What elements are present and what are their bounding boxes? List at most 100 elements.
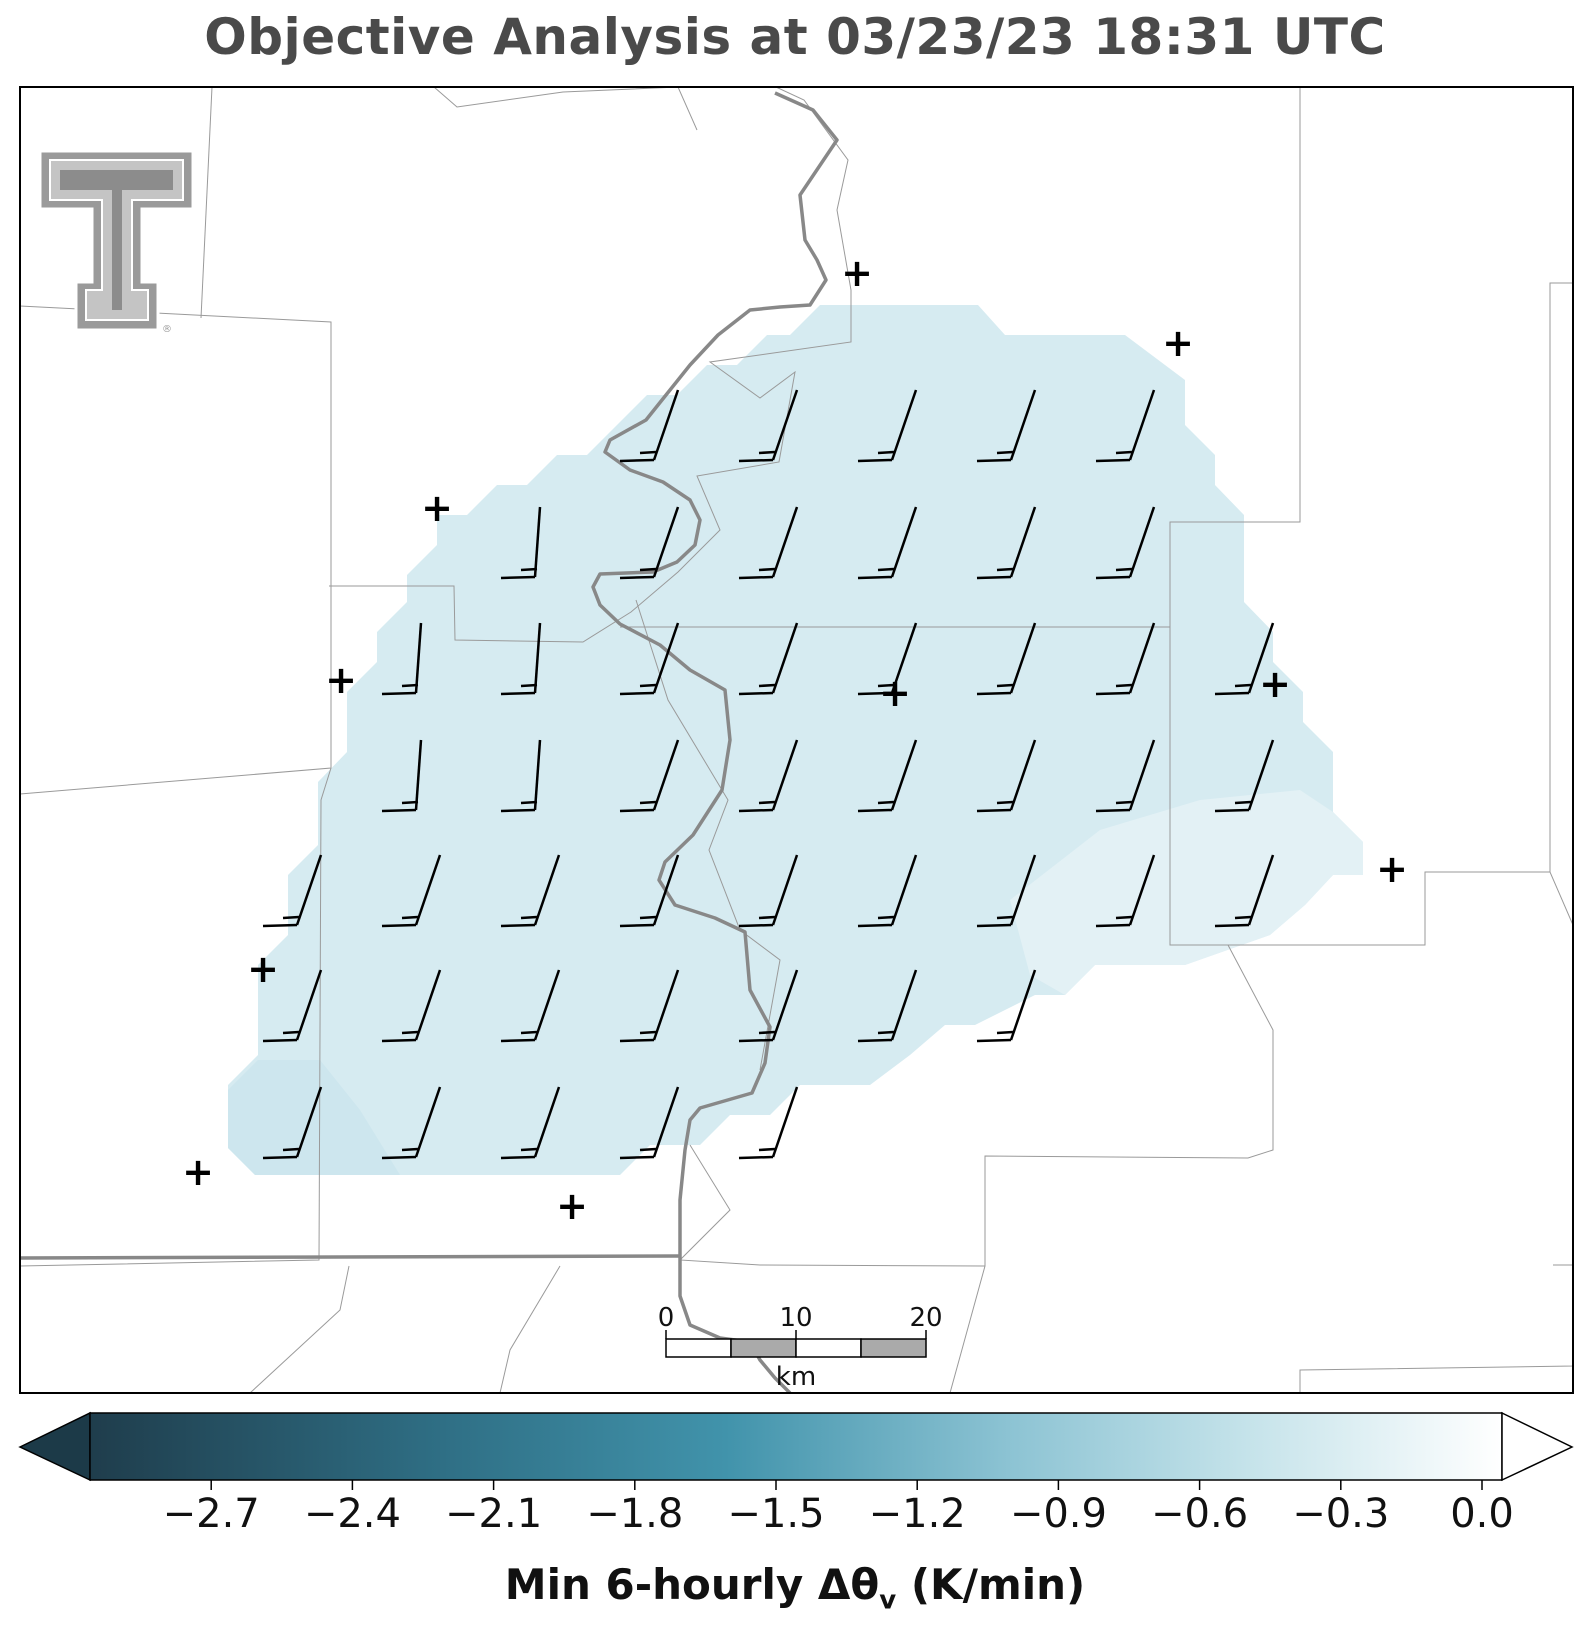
wind-barb-shaft (771, 1086, 799, 1158)
wind-barb-shaft (414, 622, 423, 694)
map[interactable]: + + + + + + + + + + ® 0 10 20 km (0, 0, 1590, 1400)
station-marker: + (325, 658, 357, 702)
wind-barb-half (401, 1147, 419, 1152)
colorbar-tick-label: −1.5 (727, 1491, 824, 1537)
wind-barb-shaft (652, 1086, 680, 1158)
wind-barb-flag (500, 575, 536, 580)
wind-barb-shaft (414, 739, 423, 811)
wind-barb-half (520, 915, 538, 920)
wind-barb-shaft (890, 854, 918, 926)
wind-barb-flag (619, 1155, 655, 1160)
colorbar-tick-label: −1.8 (586, 1491, 683, 1537)
wind-barb-shaft (890, 506, 918, 578)
wind-barb-half (758, 683, 776, 688)
wind-barb-half (1115, 915, 1133, 920)
colorbar-tick-label: −1.2 (869, 1491, 966, 1537)
wind-barb-shaft (295, 969, 323, 1041)
wind-barb-half (758, 915, 776, 920)
colorbar-tick-label: 0.0 (1450, 1491, 1514, 1537)
wind-barb-shaft (533, 854, 561, 926)
wind-barb-flag (262, 1038, 298, 1043)
wind-barb-flag (1214, 808, 1250, 813)
wind-barb-shaft (771, 506, 799, 578)
colorbar-label: Min 6-hourly Δθv (K/min) (0, 1560, 1590, 1615)
wind-barb-flag (738, 458, 774, 463)
colorbar-ticks: −2.7 −2.4 −2.1 −1.8 −1.5 −1.2 −0.9 −0.6 −0.3 0.0 (163, 1480, 1514, 1537)
wind-barb-flag (738, 923, 774, 928)
wind-barb-half (877, 450, 895, 455)
wind-barb-shaft (295, 854, 323, 926)
wind-barb-half (639, 1030, 657, 1035)
wind-barb-half (1115, 683, 1133, 688)
wind-barb-shaft (890, 622, 918, 694)
wind-barb-shaft (652, 739, 680, 811)
wind-barb-shaft (414, 854, 442, 926)
wind-barb-flag (1095, 575, 1131, 580)
colorbar-tick-label: −2.7 (163, 1491, 260, 1537)
station-marker: + (879, 671, 911, 715)
station-marker: + (182, 1150, 214, 1194)
wind-barb-flag (262, 923, 298, 928)
wind-barb-flag (381, 808, 417, 813)
wind-barb-half (401, 1030, 419, 1035)
colorbar-label-main: Min 6-hourly Δθ (504, 1560, 880, 1609)
wind-barb-shaft (652, 506, 680, 578)
scale-label-10: 10 (779, 1303, 812, 1333)
field-shade-left (228, 1060, 400, 1175)
wind-barb-shaft (652, 969, 680, 1041)
field-shade-right (1010, 790, 1363, 995)
analysis-field (228, 305, 1363, 1175)
wind-barb-shaft (771, 854, 799, 926)
wind-barb-half (758, 1030, 776, 1035)
wind-barb-flag (976, 575, 1012, 580)
scale-unit: km (776, 1362, 816, 1392)
wind-barb-shaft (1247, 622, 1275, 694)
wind-barb-shaft (533, 739, 542, 811)
wind-barb-half (639, 567, 657, 572)
wind-barb-half (758, 1147, 776, 1152)
wind-barb-flag (619, 691, 655, 696)
wind-barb-shaft (295, 1086, 323, 1158)
scale-label-0: 0 (658, 1303, 675, 1333)
colorbar-extend-high (1501, 1411, 1574, 1482)
wind-barb-half (1115, 450, 1133, 455)
wind-barb-flag (500, 808, 536, 813)
wind-barb-shaft (771, 739, 799, 811)
stations-layer: + + + + + + + + + + (182, 251, 1408, 1228)
wind-barb-flag (1095, 923, 1131, 928)
wind-barb-shaft (1128, 854, 1156, 926)
wind-barb-half (639, 800, 657, 805)
wind-barb-half (1234, 800, 1252, 805)
wind-barb-shaft (1128, 622, 1156, 694)
colorbar: −2.7 −2.4 −2.1 −1.8 −1.5 −1.2 −0.9 −0.6 −0.3 0.0 (18, 1411, 1574, 1537)
station-marker: + (247, 947, 279, 991)
wind-barb-half (639, 1147, 657, 1152)
wind-barb-shaft (533, 1086, 561, 1158)
wind-barb-half (1115, 800, 1133, 805)
scale-bar: 0 10 20 km (658, 1303, 943, 1392)
wind-barb-half (877, 915, 895, 920)
wind-barb-shaft (1009, 854, 1037, 926)
wind-barb-half (877, 1030, 895, 1035)
wind-barb-flag (619, 923, 655, 928)
wind-barb-half (282, 915, 300, 920)
wind-barb-half (639, 915, 657, 920)
wind-barb-flag (500, 691, 536, 696)
wind-barb-shaft (652, 622, 680, 694)
wind-barb-half (282, 1030, 300, 1035)
colorbar-tick-label: −0.9 (1010, 1491, 1107, 1537)
wind-barb-flag (738, 691, 774, 696)
wind-barb-flag (619, 1038, 655, 1043)
wind-barb-flag (738, 575, 774, 580)
wind-barb-flag (976, 1038, 1012, 1043)
wind-barb-shaft (1128, 506, 1156, 578)
station-marker: + (1376, 847, 1408, 891)
colorbar-body (89, 1412, 1503, 1481)
wind-barb-shaft (1009, 506, 1037, 578)
colorbar-tick-label: −0.3 (1292, 1491, 1389, 1537)
wind-barb-half (520, 800, 538, 805)
logo-trademark: ® (162, 324, 172, 335)
wind-barbs-layer (262, 389, 1275, 1160)
wind-barb-half (877, 683, 895, 688)
wind-barb-half (282, 1147, 300, 1152)
